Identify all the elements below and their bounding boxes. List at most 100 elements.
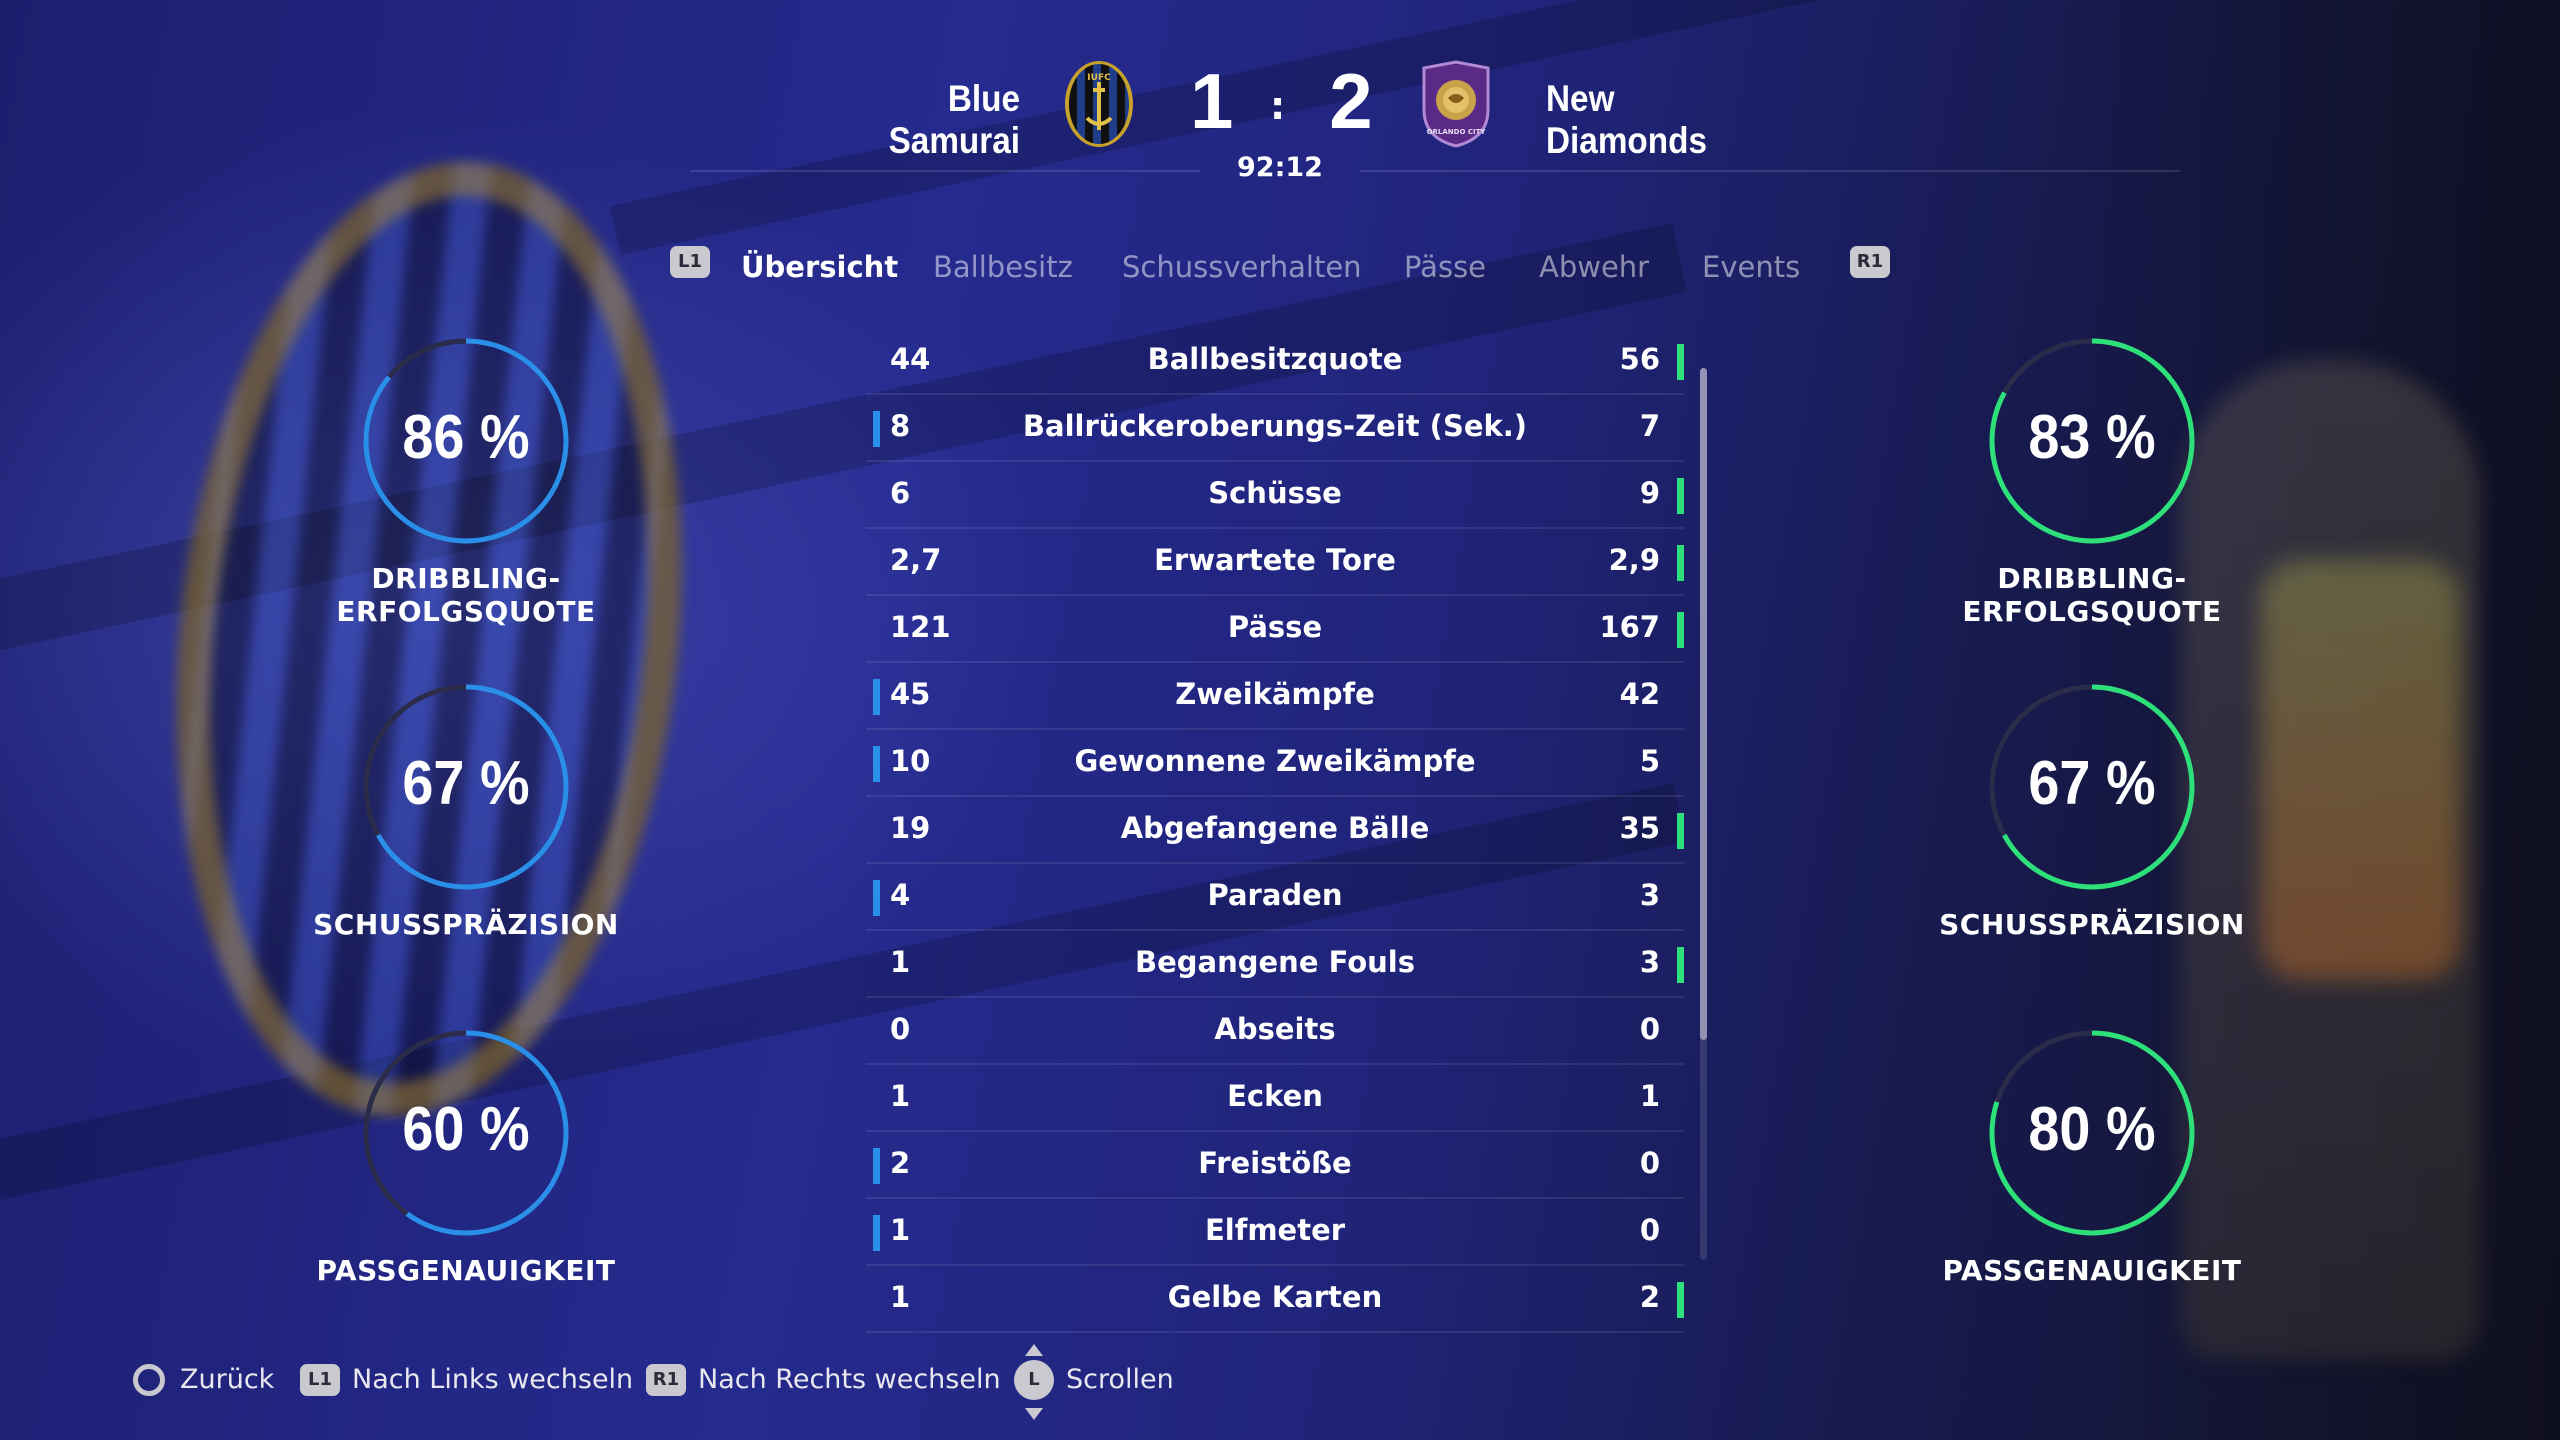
background-player: [2180, 360, 2480, 1360]
stat-label: Abgefangene Bälle: [1120, 811, 1430, 845]
away-stat-value: 42: [1619, 677, 1660, 711]
ring-gauge: [363, 1030, 569, 1236]
tab-defense[interactable]: Abwehr: [1539, 250, 1650, 284]
stats-scrollbar-thumb[interactable]: [1700, 368, 1707, 1040]
away-leader-bar: [1677, 478, 1684, 514]
stat-label: Pässe: [1227, 610, 1323, 644]
ring-percentage: 67 %: [402, 749, 530, 818]
stat-row: 4 Paraden 3: [866, 864, 1684, 931]
home-stat-value: 44: [890, 342, 931, 376]
home-leader-bar: [873, 880, 880, 916]
tab-passing[interactable]: Pässe: [1404, 250, 1487, 284]
l1-button-icon[interactable]: L1: [300, 1364, 340, 1396]
score-separator: :: [1270, 84, 1286, 128]
away-stat-value: 7: [1639, 409, 1660, 443]
stat-label: Ballrückeroberungs-Zeit (Sek.): [1022, 409, 1528, 443]
away-stat-value: 2,9: [1608, 543, 1660, 577]
svg-text:ORLANDO CITY: ORLANDO CITY: [1427, 128, 1487, 136]
ring-label: PASSGENAUIGKEIT: [316, 1254, 616, 1287]
stat-label: Gelbe Karten: [1167, 1280, 1383, 1314]
stat-row: 8 Ballrückeroberungs-Zeit (Sek.) 7: [866, 395, 1684, 462]
home-stat-value: 121: [890, 610, 951, 644]
home-team-crest-icon: IUFC: [1065, 61, 1133, 147]
match-clock: 92:12: [1237, 152, 1323, 183]
stat-label: Freistöße: [1198, 1146, 1352, 1180]
left-stick-icon[interactable]: L: [1014, 1360, 1054, 1400]
home-stat-value: 0: [890, 1012, 911, 1046]
stat-label: Abseits: [1214, 1012, 1336, 1046]
home-stat-value: 1: [890, 1213, 911, 1247]
home-leader-bar: [873, 746, 880, 782]
home-leader-bar: [873, 679, 880, 715]
away-leader-bar: [1677, 344, 1684, 380]
away-stat-value: 56: [1619, 342, 1660, 376]
stat-row: 45 Zweikämpfe 42: [866, 663, 1684, 730]
home-stat-value: 2: [890, 1146, 911, 1180]
stat-label: Ecken: [1227, 1079, 1323, 1113]
ring-label: SCHUSSPRÄZISION: [313, 908, 619, 941]
circle-button-icon[interactable]: [133, 1364, 165, 1396]
ring-gauge: [363, 338, 569, 544]
ring-percentage: 83 %: [2028, 403, 2156, 472]
tab-overview[interactable]: Übersicht: [741, 250, 899, 284]
away-stat-value: 2: [1639, 1280, 1660, 1314]
stats-table: 44 Ballbesitzquote 56 8 Ballrückeroberungs-Z…: [866, 328, 1684, 1333]
stat-row: 1 Ecken 1: [866, 1065, 1684, 1132]
away-stat-ring: 80 % PASSGENAUIGKEIT: [1872, 1028, 2312, 1287]
home-stat-ring: 86 % DRIBBLING-ERFOLGSQUOTE: [246, 336, 686, 628]
scroll-label[interactable]: Scrollen: [1066, 1364, 1174, 1395]
home-stat-value: 4: [890, 878, 911, 912]
ring-percentage: 80 %: [2028, 1095, 2156, 1164]
away-stat-value: 35: [1619, 811, 1660, 845]
away-leader-bar: [1677, 947, 1684, 983]
away-stat-value: 0: [1639, 1012, 1660, 1046]
stat-row: 0 Abseits 0: [866, 998, 1684, 1065]
stat-row: 2 Freistöße 0: [866, 1132, 1684, 1199]
r1-button-icon[interactable]: R1: [646, 1364, 686, 1396]
ring-gauge: [1989, 1030, 2195, 1236]
away-stat-value: 1: [1639, 1079, 1660, 1113]
stats-tab-bar: L1 Übersicht Ballbesitz Schussverhalten …: [0, 240, 2560, 300]
ring-percentage: 60 %: [402, 1095, 530, 1164]
stat-label: Elfmeter: [1204, 1213, 1346, 1247]
stat-row: 19 Abgefangene Bälle 35: [866, 797, 1684, 864]
stat-row: 121 Pässe 167: [866, 596, 1684, 663]
stat-row: 1 Elfmeter 0: [866, 1199, 1684, 1266]
stat-label: Erwartete Tore: [1154, 543, 1396, 577]
header-divider-left: [690, 170, 1200, 172]
stat-label: Begangene Fouls: [1135, 945, 1415, 979]
l1-button-icon[interactable]: L1: [670, 246, 710, 278]
r1-button-icon[interactable]: R1: [1850, 246, 1890, 278]
back-label[interactable]: Zurück: [180, 1364, 275, 1395]
button-legend: Zurück L1 Nach Links wechseln R1 Nach Re…: [0, 1344, 2560, 1420]
tab-shooting[interactable]: Schussverhalten: [1122, 250, 1362, 284]
ring-label: DRIBBLING-ERFOLGSQUOTE: [336, 562, 596, 628]
switch-left-label[interactable]: Nach Links wechseln: [352, 1364, 634, 1395]
scroll-up-arrow-icon: [1025, 1344, 1043, 1356]
switch-right-label[interactable]: Nach Rechts wechseln: [698, 1364, 1001, 1395]
stat-row: 1 Begangene Fouls 3: [866, 931, 1684, 998]
tab-possession[interactable]: Ballbesitz: [933, 250, 1073, 284]
home-stat-value: 19: [890, 811, 931, 845]
stat-row: 10 Gewonnene Zweikämpfe 5: [866, 730, 1684, 797]
stat-label: Gewonnene Zweikämpfe: [1074, 744, 1476, 778]
stat-label: Paraden: [1207, 878, 1343, 912]
stat-row: 1 Gelbe Karten 2: [866, 1266, 1684, 1333]
home-leader-bar: [873, 411, 880, 447]
stat-label: Ballbesitzquote: [1147, 342, 1403, 376]
ring-gauge: [363, 684, 569, 890]
stat-label: Schüsse: [1208, 476, 1342, 510]
home-stat-ring: 60 % PASSGENAUIGKEIT: [246, 1028, 686, 1287]
away-stat-value: 5: [1639, 744, 1660, 778]
tab-events[interactable]: Events: [1702, 250, 1801, 284]
ring-gauge: [1989, 338, 2195, 544]
home-stat-value: 2,7: [890, 543, 942, 577]
away-score: 2: [1329, 57, 1373, 145]
ring-label: PASSGENAUIGKEIT: [1942, 1254, 2242, 1287]
away-stat-value: 0: [1639, 1146, 1660, 1180]
ring-percentage: 86 %: [402, 403, 530, 472]
away-stat-value: 0: [1639, 1213, 1660, 1247]
stat-row: 44 Ballbesitzquote 56: [866, 328, 1684, 395]
home-stat-value: 6: [890, 476, 911, 510]
home-leader-bar: [873, 1148, 880, 1184]
